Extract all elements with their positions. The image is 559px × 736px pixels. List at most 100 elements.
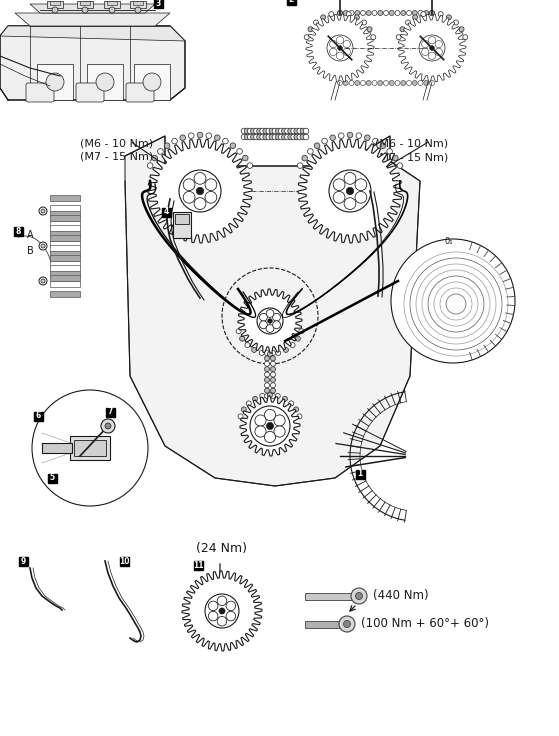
Circle shape xyxy=(266,134,272,140)
Circle shape xyxy=(264,383,269,388)
Polygon shape xyxy=(182,571,262,651)
FancyBboxPatch shape xyxy=(120,556,129,565)
Polygon shape xyxy=(240,396,300,456)
Circle shape xyxy=(206,133,211,138)
Circle shape xyxy=(349,80,354,85)
Circle shape xyxy=(271,394,276,398)
Circle shape xyxy=(435,40,442,48)
Circle shape xyxy=(389,80,394,85)
Circle shape xyxy=(248,134,253,140)
Circle shape xyxy=(343,49,350,55)
Circle shape xyxy=(421,49,429,55)
Bar xyxy=(50,205,80,211)
Circle shape xyxy=(285,134,290,140)
Circle shape xyxy=(230,143,236,149)
FancyBboxPatch shape xyxy=(48,473,56,483)
Circle shape xyxy=(421,40,429,48)
Circle shape xyxy=(304,35,309,40)
Bar xyxy=(74,440,106,456)
Circle shape xyxy=(430,46,434,50)
Circle shape xyxy=(290,342,295,347)
Circle shape xyxy=(343,80,348,85)
Polygon shape xyxy=(298,139,402,243)
Circle shape xyxy=(383,10,389,15)
Circle shape xyxy=(400,26,405,32)
Polygon shape xyxy=(306,14,374,82)
Circle shape xyxy=(307,149,313,155)
Circle shape xyxy=(271,361,276,367)
Text: (40 Nm): (40 Nm) xyxy=(175,207,221,217)
FancyBboxPatch shape xyxy=(106,408,115,417)
FancyBboxPatch shape xyxy=(154,0,163,7)
Circle shape xyxy=(96,73,114,91)
Bar xyxy=(50,195,80,201)
Circle shape xyxy=(418,80,423,85)
Bar xyxy=(50,1,60,5)
FancyBboxPatch shape xyxy=(126,83,154,102)
Circle shape xyxy=(41,279,45,283)
Circle shape xyxy=(266,128,272,134)
Circle shape xyxy=(354,15,359,20)
Circle shape xyxy=(419,35,445,61)
Circle shape xyxy=(343,40,350,48)
Circle shape xyxy=(273,314,281,321)
Circle shape xyxy=(294,134,300,140)
Circle shape xyxy=(344,198,356,210)
Circle shape xyxy=(356,133,362,138)
Circle shape xyxy=(236,329,241,333)
Bar xyxy=(50,235,80,241)
Circle shape xyxy=(152,155,158,161)
Circle shape xyxy=(283,347,288,353)
Circle shape xyxy=(343,620,350,628)
FancyBboxPatch shape xyxy=(13,227,22,236)
Circle shape xyxy=(237,149,243,155)
Circle shape xyxy=(356,592,362,600)
Bar xyxy=(50,221,80,227)
Circle shape xyxy=(275,394,280,398)
Circle shape xyxy=(406,80,411,85)
Circle shape xyxy=(282,128,287,134)
Circle shape xyxy=(367,26,372,32)
Text: 6: 6 xyxy=(35,411,41,420)
Circle shape xyxy=(343,10,348,15)
Circle shape xyxy=(266,325,274,333)
Circle shape xyxy=(346,187,354,195)
Circle shape xyxy=(351,588,367,604)
Circle shape xyxy=(387,149,392,155)
Circle shape xyxy=(314,143,320,149)
Circle shape xyxy=(355,80,360,85)
Circle shape xyxy=(412,80,417,85)
Circle shape xyxy=(378,80,383,85)
Circle shape xyxy=(254,134,259,140)
Circle shape xyxy=(295,336,300,342)
Bar xyxy=(50,255,80,261)
Circle shape xyxy=(272,128,278,134)
Circle shape xyxy=(271,388,276,393)
Circle shape xyxy=(269,134,274,140)
Circle shape xyxy=(52,7,58,13)
Circle shape xyxy=(330,135,335,141)
Circle shape xyxy=(274,415,285,426)
Circle shape xyxy=(355,191,367,203)
Circle shape xyxy=(268,352,272,356)
Bar xyxy=(77,1,93,8)
Circle shape xyxy=(158,149,163,155)
Text: 11: 11 xyxy=(193,561,203,570)
Polygon shape xyxy=(134,64,170,100)
Circle shape xyxy=(378,10,383,15)
Circle shape xyxy=(264,350,269,355)
Circle shape xyxy=(250,128,256,134)
Circle shape xyxy=(275,128,281,134)
Circle shape xyxy=(241,407,247,412)
Circle shape xyxy=(273,321,281,329)
Circle shape xyxy=(41,209,45,213)
Text: 4: 4 xyxy=(163,208,169,216)
Circle shape xyxy=(264,372,269,377)
Bar xyxy=(50,251,80,257)
Circle shape xyxy=(217,596,227,606)
Circle shape xyxy=(248,128,253,134)
Circle shape xyxy=(361,80,366,85)
FancyBboxPatch shape xyxy=(76,83,104,102)
Polygon shape xyxy=(87,64,123,100)
Circle shape xyxy=(272,134,278,140)
